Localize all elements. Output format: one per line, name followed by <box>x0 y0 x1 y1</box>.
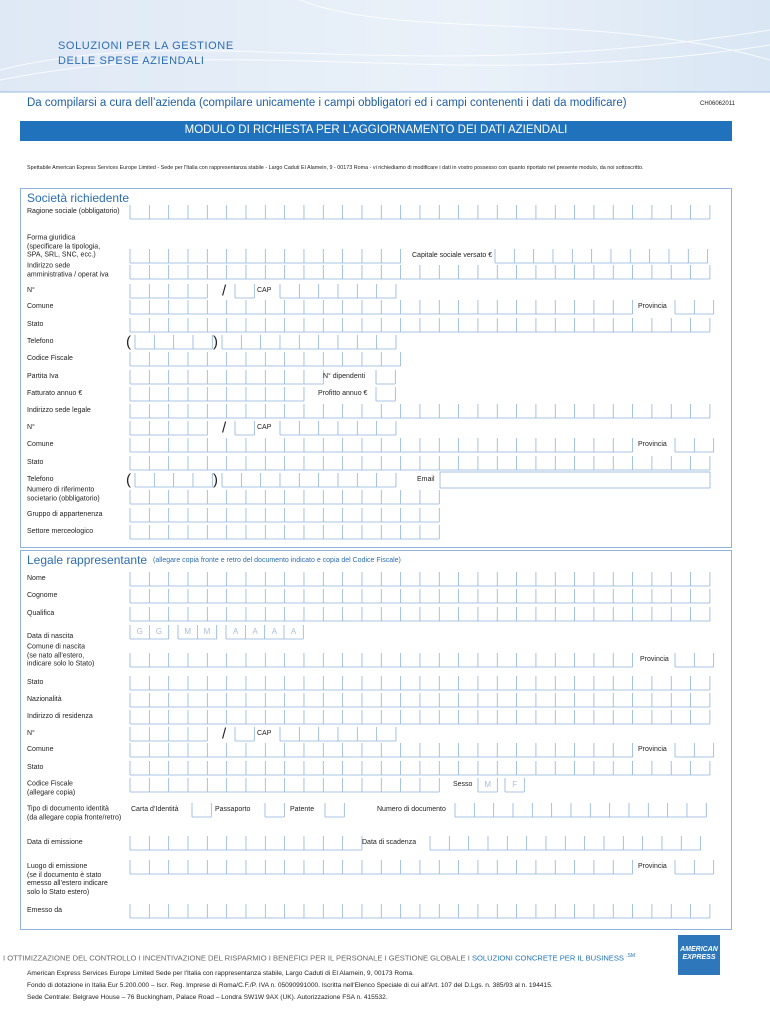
field-label: / <box>222 282 227 300</box>
field-label: ( <box>126 471 131 489</box>
field-label: Qualifica <box>27 609 55 617</box>
form-code: CH06062011 <box>700 101 735 107</box>
field-label: ) <box>213 471 218 489</box>
field-label: Codice Fiscale <box>27 354 73 362</box>
field-label: / <box>222 419 227 437</box>
field-label: Comune <box>27 440 54 448</box>
address-line: American Express Services Europe Limited… <box>27 970 414 977</box>
field-label: Comune <box>27 302 54 310</box>
field-label: Partita Iva <box>27 372 59 380</box>
field-label: Profitto annuo € <box>318 389 368 397</box>
placeholder: M <box>203 626 211 636</box>
field-label: ( <box>126 333 131 351</box>
field-label: Provincia <box>638 302 667 310</box>
field-label: Sesso <box>453 780 473 788</box>
logo-box <box>678 935 720 975</box>
placeholder: M <box>184 626 192 636</box>
placeholder: A <box>233 626 239 636</box>
field-label: Tipo di documento identità (da allegare … <box>27 805 122 822</box>
field-label: CAP <box>257 729 272 737</box>
field-label: Capitale sociale versato € <box>412 251 493 259</box>
field-label: Comune di nascita (se nato all’estero, i… <box>27 643 95 668</box>
field-label: Numero di riferimento societario (obblig… <box>27 486 100 503</box>
section-frame <box>20 188 732 548</box>
tagline: I OTTIMIZZAZIONE DEL CONTROLLO I INCENTI… <box>3 953 635 963</box>
section-title: Società richiedente <box>27 191 130 205</box>
field-label: Data di scadenza <box>362 838 417 846</box>
field-label: Data di emissione <box>27 838 83 846</box>
section-title: Legale rappresentante <box>27 553 148 567</box>
form-title: MODULO DI RICHIESTA PER L’AGGIORNAMENTO … <box>184 124 568 136</box>
intro: Spettabile American Express Services Eur… <box>27 165 644 171</box>
title-bar <box>20 121 732 141</box>
placeholder: G <box>155 626 163 636</box>
field-label: Ragione sociale (obbligatorio) <box>27 207 120 215</box>
field-label: N° dipendenti <box>323 372 366 380</box>
field-label: Settore merceologico <box>27 527 94 535</box>
field-label: ) <box>213 333 218 351</box>
tagline-text: I OTTIMIZZAZIONE DEL CONTROLLO I INCENTI… <box>3 953 470 963</box>
address-line: Fondo di dotazione in Italia Eur 5.200.0… <box>27 982 553 989</box>
field-label: Comune <box>27 745 54 753</box>
field-label: Nome <box>27 574 46 582</box>
field-label: CAP <box>257 286 272 294</box>
field-label: Cognome <box>27 591 58 599</box>
logo: AMERICAN EXPRESS <box>678 946 720 962</box>
placeholder: M <box>484 779 492 789</box>
field-label: Indirizzo di residenza <box>27 712 93 720</box>
field-label: Provincia <box>640 655 669 663</box>
section-frame <box>20 550 732 930</box>
tagline-highlight: SOLUZIONI CONCRETE PER IL BUSINESS <box>471 953 624 963</box>
address-line: Sede Centrale: Belgrave House – 76 Bucki… <box>27 994 388 1001</box>
field-label: Codice Fiscale (allegare copia) <box>27 780 76 797</box>
field-label: Provincia <box>638 745 667 753</box>
field-label: Carta d’Identità <box>131 805 179 813</box>
field-label: Gruppo di appartenenza <box>27 510 103 518</box>
header-band <box>0 0 770 92</box>
section-note: (allegare copia fronte e retro del docum… <box>153 557 401 564</box>
field-label: Patente <box>290 805 315 813</box>
field-label: Stato <box>27 763 44 771</box>
brand-line: SOLUZIONI PER LA GESTIONE <box>58 40 234 52</box>
instruction: Da compilarsi a cura dell’azienda (compi… <box>27 97 627 109</box>
field-label: Forma giuridica (specificare la tipologi… <box>27 234 101 259</box>
field-label: Fatturato annuo € <box>27 389 83 397</box>
field-label: Data di nascita <box>27 632 74 640</box>
header-pattern <box>0 0 770 81</box>
service-mark: .SM <box>626 953 636 959</box>
field-label: N° <box>27 729 35 737</box>
field-label: / <box>222 725 227 743</box>
field-label: N° <box>27 286 35 294</box>
placeholder: G <box>136 626 143 636</box>
placeholder: A <box>271 626 277 636</box>
field-label: Luogo di emissione (se il documento è st… <box>27 863 108 896</box>
address: American Express Services Europe Limited… <box>27 968 553 1004</box>
field-label: Emesso da <box>27 906 63 914</box>
field-label: Indirizzo sede legale <box>27 406 91 414</box>
placeholder: F <box>512 779 518 789</box>
placeholder: A <box>290 626 297 636</box>
field-label: Stato <box>27 678 44 686</box>
field-label: Telefono <box>27 475 54 483</box>
field-label: Provincia <box>638 862 667 870</box>
field-label: Indirizzo sede amministrativa / operat i… <box>27 262 109 279</box>
field-label: N° <box>27 423 35 431</box>
logo-text: AMERICAN <box>680 946 718 953</box>
field-label: Telefono <box>27 337 54 345</box>
field-label: CAP <box>257 423 272 431</box>
field-label: Stato <box>27 320 44 328</box>
brand-line: DELLE SPESE AZIENDALI <box>58 55 205 67</box>
field-label: Stato <box>27 458 44 466</box>
field-label: Nazionalità <box>27 695 62 703</box>
email-box <box>439 471 711 489</box>
placeholder: A <box>252 626 258 636</box>
field-label: Email <box>417 475 435 483</box>
field-label: Provincia <box>638 440 667 448</box>
logo-text: EXPRESS <box>682 954 716 961</box>
field-label: Numero di documento <box>377 805 446 813</box>
field-label: Passaporto <box>215 805 251 813</box>
